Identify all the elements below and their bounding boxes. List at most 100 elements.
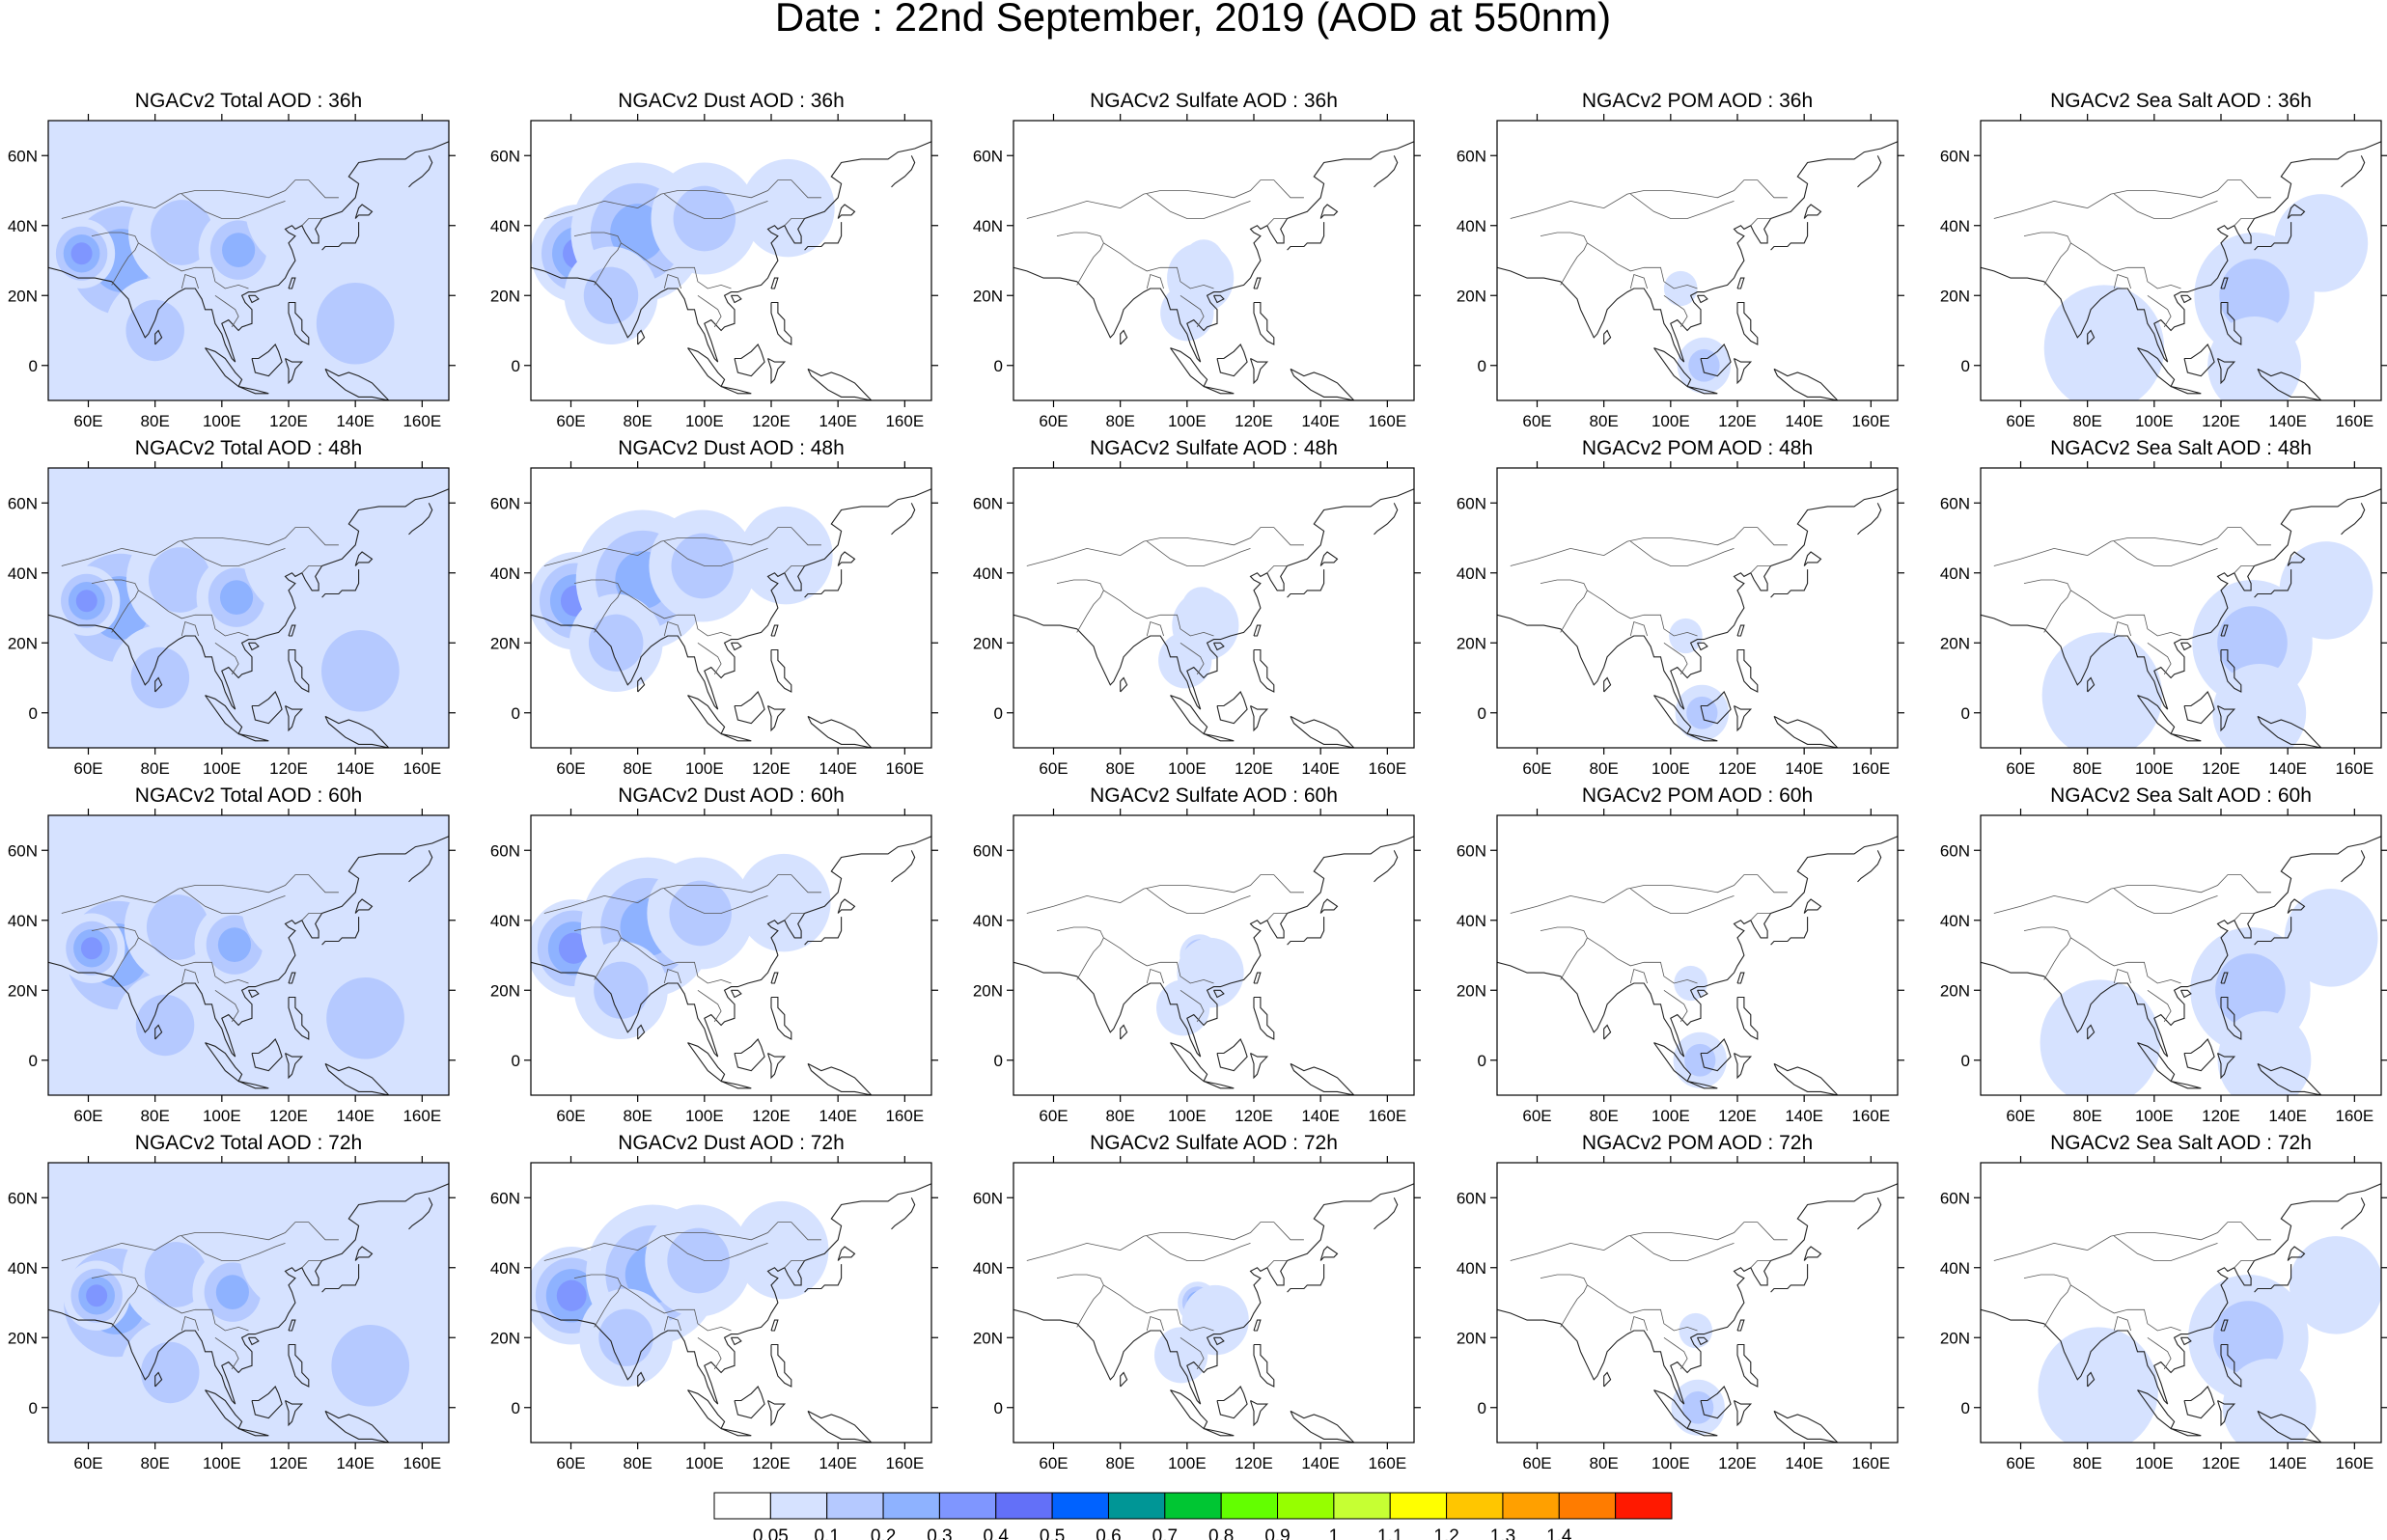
country-border <box>1630 1235 1735 1261</box>
lon-tick-label: 100E <box>1651 759 1690 778</box>
coastline <box>1603 1371 1612 1388</box>
colorbar-swatch <box>713 1492 771 1520</box>
coastline <box>2254 1264 2292 1293</box>
lon-tick-label: 120E <box>752 1454 791 1472</box>
aod-contour-pom <box>1674 965 1707 1002</box>
coastline <box>1686 732 1718 742</box>
coastline <box>1216 344 1248 377</box>
map-frame <box>1013 467 1415 749</box>
coastline <box>1733 1053 1753 1080</box>
panel-title: NGACv2 POM AOD : 72h <box>1582 1132 1813 1154</box>
aod-contour-sulfate <box>1158 632 1212 689</box>
lat-tick-label: 60N <box>973 147 1003 165</box>
aod-contour-dust <box>740 158 835 258</box>
colorbar-swatch <box>995 1492 1053 1520</box>
lat-tick-label: 60N <box>8 1189 38 1207</box>
lat-tick-label: 60N <box>1940 147 1970 165</box>
coastline <box>154 1371 163 1388</box>
aod-contour-total <box>140 1341 200 1404</box>
lon-tick-label: 60E <box>1522 759 1551 778</box>
map-area <box>1013 815 1414 1095</box>
country-border <box>2043 590 2071 633</box>
coastline <box>1857 850 1882 883</box>
aod-contour-total <box>130 646 190 709</box>
lon-tick-label: 140E <box>819 1454 857 1472</box>
coastline <box>2257 1410 2322 1443</box>
coastline <box>1374 155 1399 188</box>
panel-title: NGACv2 Total AOD : 36h <box>135 90 362 112</box>
lat-tick-label: 0 <box>29 357 38 375</box>
lon-tick-label: 100E <box>2135 759 2174 778</box>
coastline <box>48 488 449 710</box>
aod-contour-total <box>135 994 195 1057</box>
map-panel-pom-0: NGACv2 POM AOD : 36h 60E 80E 100E 120E 140E 16… <box>1457 90 1904 430</box>
colorbar-label: 0.3 <box>927 1526 952 1540</box>
coastline <box>1013 141 1414 363</box>
coastline <box>1736 624 1745 637</box>
coastline <box>1213 1336 1225 1346</box>
coastline <box>288 624 296 637</box>
country-border <box>573 579 732 637</box>
lat-tick-label: 0 <box>1478 704 1486 723</box>
coastline <box>237 1427 269 1437</box>
coastline <box>1287 1264 1325 1293</box>
country-border <box>1750 218 1771 227</box>
lat-tick-label: 0 <box>1478 1399 1486 1417</box>
lon-tick-label: 160E <box>2335 759 2373 778</box>
aod-contour-dust <box>735 1200 829 1300</box>
lon-tick-label: 100E <box>1168 1454 1207 1472</box>
aod-contour-sulfate <box>1160 285 1214 342</box>
panel-title: NGACv2 Sulfate AOD : 60h <box>1090 784 1338 807</box>
map-area <box>1981 121 2381 400</box>
coastline <box>770 1343 792 1388</box>
lon-tick-label: 100E <box>685 412 724 430</box>
coastline <box>1216 1038 1248 1072</box>
lon-tick-label: 80E <box>141 759 170 778</box>
coastline <box>891 1197 916 1230</box>
aod-contour-total <box>240 839 362 966</box>
coastline <box>804 1264 843 1293</box>
colorbar-label: 1.2 <box>1433 1526 1458 1540</box>
aod-contour-pom <box>1688 348 1720 382</box>
lon-tick-label: 120E <box>269 412 308 430</box>
coastline <box>637 676 646 693</box>
map-frame <box>1496 1162 1899 1444</box>
coastline <box>734 1386 765 1419</box>
country-border <box>180 273 199 289</box>
lat-tick-label: 40N <box>490 564 520 583</box>
country-border <box>1076 937 1104 980</box>
coastline <box>1374 1197 1399 1230</box>
coastline <box>1700 691 1732 725</box>
coastline <box>1770 222 1809 251</box>
country-border <box>1993 179 2271 219</box>
coastline <box>1170 347 1208 388</box>
lat-tick-label: 60N <box>8 494 38 512</box>
coastline <box>637 1371 646 1388</box>
lon-tick-label: 60E <box>73 759 102 778</box>
coastline <box>1733 1400 1753 1427</box>
coastline <box>408 503 433 536</box>
lat-tick-label: 40N <box>1940 217 1970 235</box>
lon-tick-label: 140E <box>819 759 857 778</box>
coastline <box>807 1410 873 1443</box>
colorbar-label: 0.7 <box>1152 1526 1178 1540</box>
country-border <box>1076 590 1104 633</box>
aod-contour-total <box>373 524 449 622</box>
panel-title: NGACv2 POM AOD : 36h <box>1582 90 1813 112</box>
lon-tick-label: 80E <box>1590 412 1619 430</box>
country-border <box>180 968 199 984</box>
country-border <box>2113 1315 2131 1332</box>
lon-tick-label: 160E <box>1851 1454 1890 1472</box>
coastline <box>1981 141 2381 363</box>
colorbar-swatch <box>1558 1492 1617 1520</box>
lat-tick-label: 60N <box>8 147 38 165</box>
map-area <box>531 1163 931 1443</box>
lat-tick-label: 0 <box>512 704 520 723</box>
coastline <box>1653 1042 1692 1083</box>
coastline <box>1253 624 1262 637</box>
coastline <box>1803 551 1822 566</box>
colorbar-label: 0.5 <box>1040 1526 1065 1540</box>
panel-title: NGACv2 Sulfate AOD : 36h <box>1090 90 1338 112</box>
coastline <box>354 898 374 914</box>
coastline <box>1733 705 1753 732</box>
